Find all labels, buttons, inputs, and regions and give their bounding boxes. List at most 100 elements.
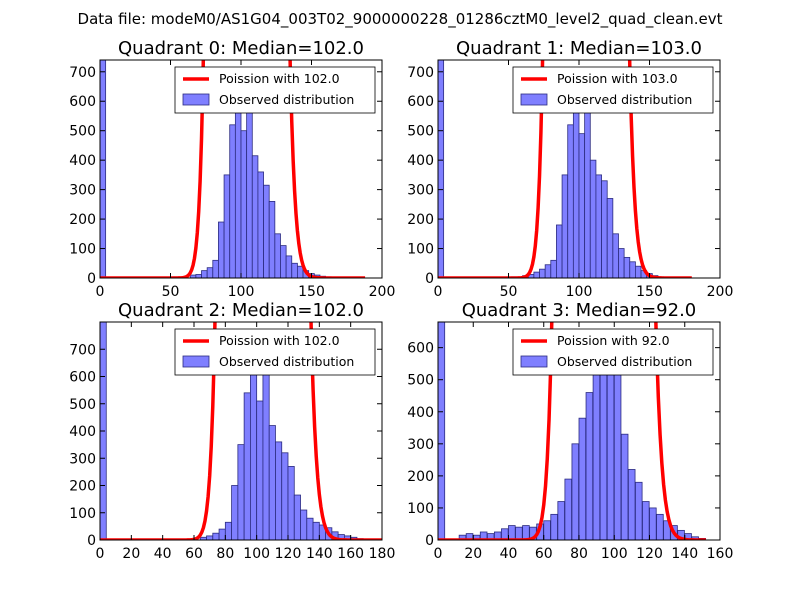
histogram-bar <box>595 174 602 278</box>
x-tick-label: 140 <box>671 546 698 562</box>
histogram-bar <box>635 481 643 540</box>
histogram-bar <box>300 509 308 540</box>
histogram-bar <box>291 262 298 278</box>
quadrant-1-legend: Poission with 103.0 Observed distribution <box>512 66 714 114</box>
histogram-bar <box>508 525 516 540</box>
histogram-bar <box>627 469 636 540</box>
histogram-bar <box>263 184 270 278</box>
legend-hist-swatch <box>520 93 548 106</box>
legend-hist-label: Observed distribution <box>219 354 354 369</box>
histogram-bar <box>567 124 574 278</box>
quadrant-1-panel: Quadrant 1: Median=103.0 0 50 100 150 200 0 100… <box>407 38 733 300</box>
legend-curve-label: Poission with 102.0 <box>219 71 340 86</box>
histogram-bar <box>274 233 281 278</box>
histogram-bar <box>584 106 591 278</box>
x-tick-label: 80 <box>570 546 588 562</box>
y-tick-label: 500 <box>407 124 434 140</box>
poisson-curve <box>438 322 706 540</box>
y-tick-label: 400 <box>407 153 434 169</box>
y-tick-label: 100 <box>69 506 96 522</box>
x-tick-label: 140 <box>306 546 333 562</box>
y-tick-label: 400 <box>69 153 96 169</box>
histogram-bar <box>601 180 608 278</box>
legend-hist-label: Observed distribution <box>219 92 354 107</box>
x-tick-label: 50 <box>500 284 518 300</box>
quadrant-3-panel: Quadrant 3: Median=92.0 0 20 40 60 80 100 120 14… <box>407 300 734 562</box>
y-tick-label: 400 <box>69 424 96 440</box>
legend-hist-swatch <box>182 93 210 106</box>
quadrant-2-title: Quadrant 2: Median=102.0 <box>118 300 364 321</box>
histogram-bar <box>268 425 276 540</box>
histogram-bar <box>262 370 270 540</box>
x-tick-label: 100 <box>243 546 270 562</box>
legend-hist-label: Observed distribution <box>557 354 692 369</box>
y-tick-label: 0 <box>425 271 434 287</box>
quadrant-2-legend: Poission with 102.0 Observed distribution <box>174 328 376 376</box>
legend-curve-label: Poission with 92.0 <box>557 333 670 348</box>
x-tick-label: 20 <box>464 546 482 562</box>
quadrant-3-title: Quadrant 3: Median=92.0 <box>462 300 697 321</box>
histogram-bar <box>656 513 664 540</box>
y-tick-label: 200 <box>407 212 434 228</box>
x-tick-label: 0 <box>96 546 105 562</box>
histogram-bar <box>438 322 446 540</box>
histogram-bar <box>224 521 232 540</box>
quadrant-0-panel: Quadrant 0: Median=102.0 0 50 100 150 200 0 100… <box>69 38 395 300</box>
legend-curve-label: Poission with 102.0 <box>219 333 340 348</box>
y-tick-label: 200 <box>69 479 96 495</box>
x-tick-label: 120 <box>636 546 663 562</box>
y-tick-label: 600 <box>407 341 434 357</box>
histogram-bar <box>218 528 226 540</box>
histogram-bar <box>592 361 601 540</box>
histogram-bar <box>206 535 214 540</box>
histogram-bar <box>533 271 540 278</box>
y-tick-label: 600 <box>407 94 434 110</box>
quadrant-1-title: Quadrant 1: Median=103.0 <box>456 38 702 59</box>
histogram-bar <box>571 443 580 540</box>
histogram-bar <box>249 362 258 540</box>
x-tick-label: 40 <box>500 546 518 562</box>
y-tick-label: 200 <box>69 212 96 228</box>
y-tick-label: 700 <box>69 342 96 358</box>
y-tick-label: 0 <box>87 271 96 287</box>
histogram-bar <box>623 256 631 278</box>
y-tick-label: 600 <box>69 370 96 386</box>
histogram-bar <box>629 261 636 278</box>
figure-suptitle: Data file: modeM0/AS1G04_003T02_90000002… <box>78 10 723 29</box>
y-tick-label: 0 <box>87 533 96 549</box>
legend-hist-label: Observed distribution <box>557 92 692 107</box>
y-tick-label: 600 <box>69 94 96 110</box>
y-tick-label: 300 <box>407 183 434 199</box>
x-tick-label: 50 <box>162 284 180 300</box>
histogram-bar <box>515 526 523 540</box>
x-tick-label: 80 <box>216 546 234 562</box>
histogram-bar <box>218 221 225 278</box>
histogram-bar <box>229 124 236 278</box>
histogram-bar <box>195 274 202 278</box>
histogram-bar <box>312 521 320 540</box>
histogram-bar <box>649 507 657 540</box>
histogram-bar <box>539 268 546 278</box>
x-tick-label: 60 <box>535 546 553 562</box>
x-tick-label: 160 <box>707 546 734 562</box>
quadrant-0-title: Quadrant 0: Median=102.0 <box>118 38 364 59</box>
x-tick-label: 180 <box>369 546 396 562</box>
histogram-bar <box>438 60 445 278</box>
histogram-bar <box>243 392 251 540</box>
legend-curve-label: Poission with 103.0 <box>557 71 678 86</box>
panels: Quadrant 0: Median=102.00 50 100 150 2000100… <box>69 38 734 562</box>
histogram-bar <box>585 392 594 540</box>
histogram-bar <box>256 400 264 540</box>
histogram-bar <box>550 513 558 540</box>
histogram-bar <box>642 501 650 540</box>
histogram-bar <box>606 366 615 540</box>
histogram-bar <box>620 433 629 540</box>
x-tick-label: 0 <box>434 546 443 562</box>
histogram-bar <box>613 363 622 540</box>
y-tick-label: 400 <box>407 405 434 421</box>
histogram-bar <box>100 60 107 278</box>
y-tick-label: 300 <box>69 183 96 199</box>
quadrant-0-legend: Poission with 102.0 Observed distribution <box>174 66 376 114</box>
histogram-bar <box>550 259 557 278</box>
